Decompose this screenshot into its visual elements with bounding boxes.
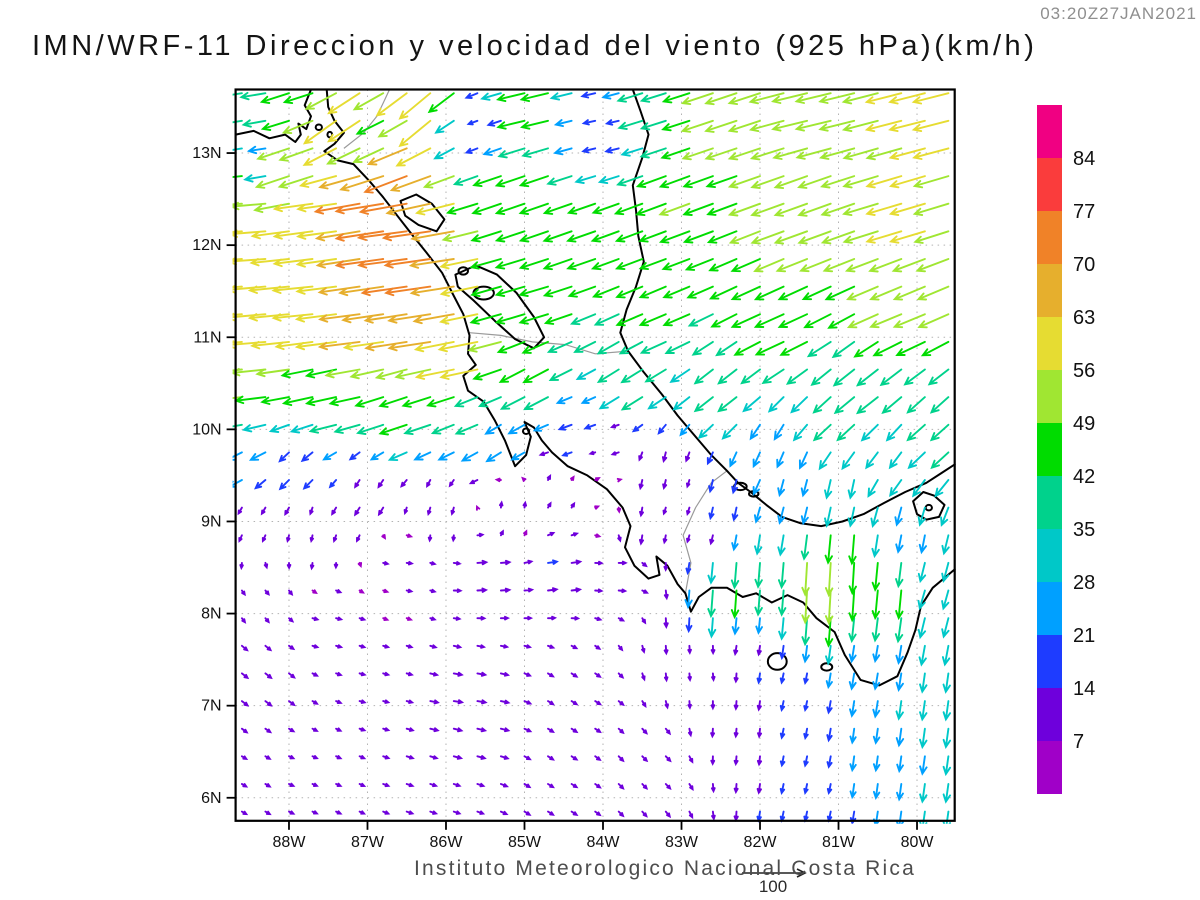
graticule [235,89,955,821]
x-axis-label: 88W [273,834,307,851]
y-axis-label: 10N [192,421,221,438]
x-axis-label: 83W [665,834,699,851]
footer-caption: Instituto Meteorologico Nacional Costa R… [414,857,916,880]
axes: 88W 87W 86W 85W 84W 83W 82W 81W 80W 6N 7N 8N 9N 10N 11… [192,145,934,851]
colorbar-label: 49 [1073,413,1095,435]
colorbar-segment [1037,529,1062,582]
x-axis-label: 85W [508,834,542,851]
colorbar-label: 63 [1073,307,1095,329]
colorbar-label: 7 [1073,731,1084,753]
colorbar-label: 70 [1073,254,1095,276]
colorbar-label: 14 [1073,678,1095,700]
colorbar-label: 42 [1073,466,1095,488]
colorbar-label: 84 [1073,148,1095,170]
colorbar-label: 77 [1073,201,1095,223]
y-axis-label: 8N [201,606,221,623]
reference-vector-label: 100 [758,877,788,896]
y-axis-label: 13N [192,145,221,162]
colorbar-segment [1037,688,1062,741]
colorbar-label: 35 [1073,519,1095,541]
colorbar-segment [1037,211,1062,264]
colorbar-segment [1037,317,1062,370]
colorbar-label: 21 [1073,625,1095,647]
chart-title: IMN/WRF-11 Direccion y velocidad del vie… [32,30,1038,62]
colorbar-segment [1037,264,1062,317]
wind-arrows [232,91,952,824]
map-frame [234,88,956,822]
x-axis-label: 86W [430,834,464,851]
colorbar-segment [1037,476,1062,529]
y-axis-label: 11N [193,329,221,346]
x-axis-label: 80W [901,834,935,851]
x-axis-label: 82W [744,834,778,851]
colorbar-label: 56 [1073,360,1095,382]
x-axis-label: 81W [822,834,856,851]
colorbar-segment [1037,741,1062,794]
y-axis-label: 12N [192,237,221,254]
y-axis-label: 6N [201,790,221,807]
reference-vector-arrow [742,868,807,878]
y-axis-label: 9N [201,513,221,530]
colorbar: 7 14 21 28 35 42 49 56 63 70 77 84 [1037,105,1095,794]
x-axis-label: 87W [351,834,385,851]
chart-timestamp: 03:20Z27JAN2021 [1040,4,1197,23]
colorbar-segment [1037,423,1062,476]
colorbar-segment [1037,158,1062,211]
colorbar-segment [1037,635,1062,688]
colorbar-segment [1037,582,1062,635]
x-axis-label: 84W [587,834,621,851]
colorbar-segment [1037,370,1062,423]
colorbar-segment [1037,105,1062,158]
colorbar-label: 28 [1073,572,1095,594]
y-axis-label: 7N [201,698,221,715]
